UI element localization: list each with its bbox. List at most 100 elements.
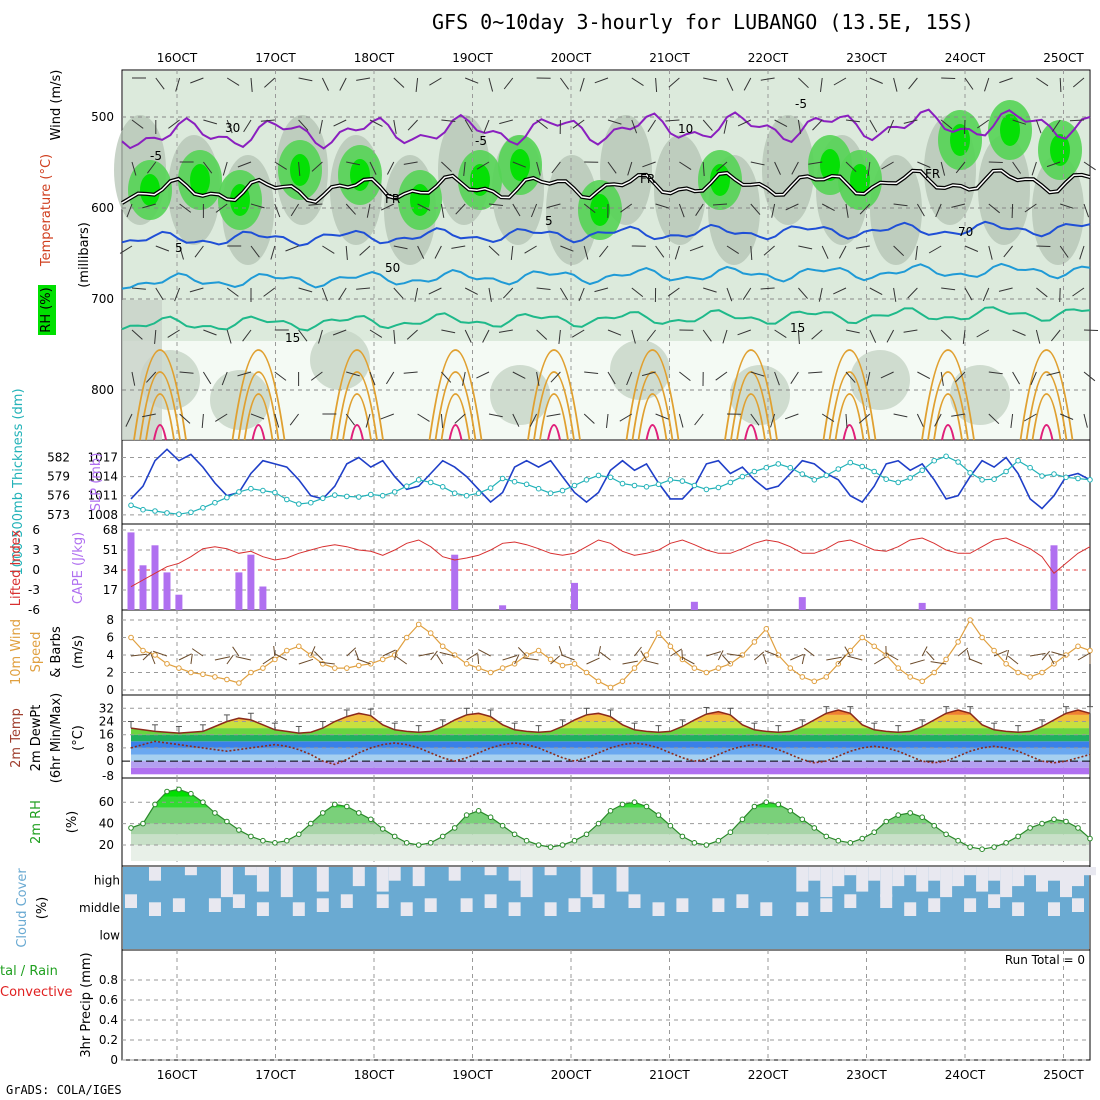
wind-barb xyxy=(393,287,404,299)
wind-barb xyxy=(203,329,217,336)
wind-barb xyxy=(174,287,181,302)
wind10m-barb xyxy=(643,659,659,665)
thickness-line-point xyxy=(403,483,410,490)
cape-bar xyxy=(163,572,171,610)
temp-contour-warm xyxy=(631,371,674,441)
wind10m-barb xyxy=(968,658,983,665)
wind-barb xyxy=(702,119,713,131)
li-tick-0: 6 xyxy=(32,523,40,537)
wind-barb xyxy=(339,77,347,91)
wind-barb xyxy=(345,203,356,215)
rh2m-line-point xyxy=(427,840,434,846)
cape-tick-17: 17 xyxy=(103,583,118,597)
wind-barb xyxy=(951,203,966,208)
label-cloud-units: (%) xyxy=(35,897,50,920)
wind-barb xyxy=(194,245,204,258)
thickness-line-point xyxy=(523,481,530,488)
rh-band xyxy=(131,789,1089,797)
cloud-mid-gap xyxy=(316,898,329,912)
wind10m-barb xyxy=(706,651,721,657)
contour-label: 5 xyxy=(175,241,183,255)
thickness-line-point xyxy=(655,481,662,488)
wind-barb xyxy=(737,119,752,127)
cloud-high-gap xyxy=(244,867,257,876)
rh2m-line-point xyxy=(967,844,973,850)
wind10m-line-point xyxy=(451,652,458,658)
wind10m-line-point xyxy=(859,634,866,641)
wind-barb xyxy=(298,329,308,342)
rh2m-line-point xyxy=(523,837,530,844)
thickness-line-point xyxy=(212,499,218,506)
wind10m-barb xyxy=(550,655,561,665)
wind-barb xyxy=(1051,329,1061,342)
rh2m-line-point xyxy=(176,786,182,793)
thickness-line-point xyxy=(919,467,926,474)
thickness-line-point xyxy=(236,489,242,495)
wind10m-barb xyxy=(1051,651,1067,657)
temp-contour-hot xyxy=(153,424,167,441)
wind-barb xyxy=(715,371,728,381)
rh2m-line-point xyxy=(439,833,446,840)
cloud-high-gap xyxy=(1084,867,1096,876)
contour-label: 30 xyxy=(225,121,240,135)
wind-barb xyxy=(512,371,526,379)
cloud-high-gap xyxy=(808,867,821,881)
cloud-mid-gap xyxy=(149,902,161,916)
rh2m-line-point xyxy=(991,844,997,850)
wind10m-line-point xyxy=(847,647,854,654)
wind-barb xyxy=(1083,413,1088,428)
rh2m-line-point xyxy=(511,831,518,838)
label-wind-units: (m/s) xyxy=(71,635,86,669)
cape-bar xyxy=(127,532,135,610)
wind-barb xyxy=(785,413,799,420)
wind-barb xyxy=(988,161,1003,163)
wind10m-barb xyxy=(993,649,1008,657)
thickness-line-point xyxy=(679,478,686,484)
wind-barb xyxy=(465,77,479,84)
wind-barb xyxy=(451,245,466,249)
thickness-line-point xyxy=(667,477,674,483)
rh2m-line-point xyxy=(463,812,470,818)
wind-barb xyxy=(655,413,669,420)
thickness-line-point xyxy=(284,496,290,503)
thickness-line-point xyxy=(1003,468,1009,475)
wind-barb xyxy=(179,203,192,213)
wind-barb xyxy=(202,371,212,385)
wind-barb xyxy=(406,329,418,340)
wind10m-barb xyxy=(844,646,851,657)
temp-contour-warm xyxy=(625,349,680,441)
cloud-mid-gap xyxy=(928,898,941,912)
cloud-high-gap xyxy=(1000,867,1013,898)
rh2m-line-point xyxy=(260,837,266,844)
wind10m-line-point xyxy=(344,665,350,671)
wind10m-line-point xyxy=(991,647,997,654)
wind-barb xyxy=(774,161,781,175)
wind-barb xyxy=(126,203,133,218)
temp-contour-warm xyxy=(539,393,569,441)
cloud-mid-gap xyxy=(340,894,353,908)
wind10m-line-point xyxy=(739,652,746,658)
rh2m-line-point xyxy=(1087,835,1093,842)
wind-barb xyxy=(812,119,823,131)
wind-barb xyxy=(631,329,636,344)
thickness-line-point xyxy=(415,477,422,483)
wind-barb xyxy=(619,413,633,422)
precip-tick-0.6: 0.6 xyxy=(99,993,118,1007)
temp-contour-warm xyxy=(428,349,483,441)
cloud-high-gap xyxy=(880,867,893,898)
wind-barb xyxy=(154,329,157,344)
temp-contour-warm xyxy=(921,349,975,441)
thickness-line-point xyxy=(224,494,230,501)
rh2m-line-point xyxy=(955,837,961,844)
wind10m-barb xyxy=(790,653,804,661)
wind-barb xyxy=(298,119,309,131)
wind-barb xyxy=(631,119,638,134)
wind10m-barb xyxy=(682,656,695,665)
thickness-line-point xyxy=(859,463,866,470)
temp-contour-hot xyxy=(350,424,364,441)
wind-barb xyxy=(346,371,360,377)
wind10m-barb xyxy=(214,656,231,661)
wind-barb xyxy=(928,245,942,254)
wind-tick-0: 0 xyxy=(106,683,114,697)
wind-barb xyxy=(168,119,180,129)
